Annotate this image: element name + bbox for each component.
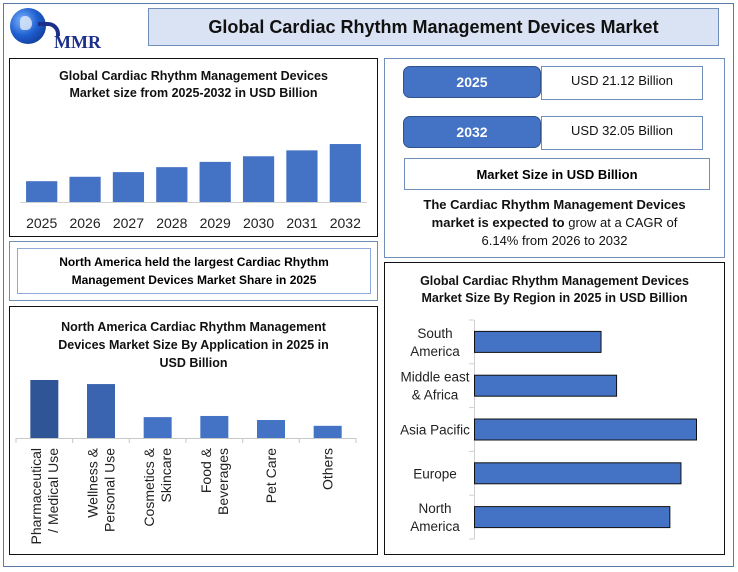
x-tick-label: 2030 <box>243 215 274 231</box>
application-chart-title: North America Cardiac Rhythm Management … <box>10 318 377 372</box>
cagr-statement: The Cardiac Rhythm Management Devices ma… <box>385 196 724 250</box>
infographic-frame <box>3 3 734 567</box>
x-tick-label-line: Pet Care <box>263 448 279 503</box>
x-tick-label-line: Food & <box>198 447 214 493</box>
y-tick-label: Asia Pacific <box>400 423 470 438</box>
continent-shape <box>20 16 32 30</box>
cagr-text: grow at a CAGR of 6.14% from 2026 to 203… <box>481 215 678 248</box>
x-tick-label: Pet Care <box>263 448 279 503</box>
y-tick-label: Europe <box>413 466 457 481</box>
bar-South America <box>474 330 602 353</box>
bar-2030 <box>242 156 275 202</box>
market-size-label: Market Size in USD Billion <box>404 158 710 190</box>
stats-panel: 2025 USD 21.12 Billion 2032 USD 32.05 Bi… <box>384 58 725 258</box>
title-line: Global Cardiac Rhythm Management Devices <box>59 69 328 83</box>
bar-North America <box>474 506 671 529</box>
cagr-bold-text: The Cardiac Rhythm Management Devices ma… <box>423 197 686 230</box>
x-tick-label: 2025 <box>26 215 57 231</box>
x-tick-label: Pharmaceutical / Medical Use <box>28 448 61 545</box>
x-tick-label-line: Skincare <box>158 448 174 503</box>
bar-Cosmetics & Skincare <box>143 417 172 438</box>
x-tick-label: Food & Beverages <box>198 447 231 515</box>
bar-Middle east & Africa <box>474 374 618 397</box>
title-line: USD Billion <box>159 356 228 370</box>
mmr-logo: MMR <box>8 6 118 52</box>
x-tick-label-line: Others <box>320 448 336 490</box>
annual-chart-panel: Global Cardiac Rhythm Management Devices… <box>9 58 378 237</box>
stat-row-2025: 2025 USD 21.12 Billion <box>403 66 703 100</box>
swoosh-icon <box>38 22 60 36</box>
y-tick-label: Middle east <box>400 370 469 385</box>
logo-text: MMR <box>54 32 101 52</box>
bar-2026 <box>69 176 101 202</box>
bar-2032 <box>329 144 361 202</box>
x-tick-label-line: / Medical Use <box>45 448 61 533</box>
title-line: Market Size By Region in 2025 in USD Bil… <box>421 291 688 305</box>
annual-bar-chart: 2025 2026 2027 2028 2029 2030 2031 2032 <box>20 144 367 231</box>
bar-2029 <box>199 161 231 202</box>
bar-2031 <box>286 150 318 202</box>
bar-Europe <box>474 462 682 485</box>
x-tick-label: Wellness & Personal Use <box>85 447 118 532</box>
y-tick-label: America <box>410 519 460 534</box>
x-tick-label: 2032 <box>330 215 361 231</box>
stat-value: USD 21.12 Billion <box>541 66 703 100</box>
x-tick-label-line: Wellness & <box>85 447 101 517</box>
annual-chart-title: Global Cardiac Rhythm Management Devices… <box>10 68 377 102</box>
bar-2028 <box>156 167 188 202</box>
stat-year: 2032 <box>403 116 541 148</box>
stat-row-2032: 2032 USD 32.05 Billion <box>403 116 703 150</box>
x-tick-label: 2028 <box>156 215 187 231</box>
title-line: Devices Market Size By Application in 20… <box>58 338 329 352</box>
application-chart-panel: North America Cardiac Rhythm Management … <box>9 306 378 555</box>
title-line: Global Cardiac Rhythm Management Devices <box>420 274 689 288</box>
region-chart-panel: Global Cardiac Rhythm Management Devices… <box>384 262 725 555</box>
bar-Others <box>313 425 342 438</box>
north-america-note: North America held the largest Cardiac R… <box>17 248 371 294</box>
x-tick-label-line: Pharmaceutical <box>28 448 44 545</box>
bar-Pharmaceutical / Medical Use <box>30 380 59 438</box>
region-chart-title: Global Cardiac Rhythm Management Devices… <box>385 273 724 307</box>
title-line: Market size from 2025-2032 in USD Billio… <box>69 86 318 100</box>
note-panel <box>9 241 378 301</box>
region-bar-chart: South America Middle east & Africa Asia Paci… <box>400 319 697 540</box>
bar-2025 <box>26 181 58 202</box>
application-bar-chart: Pharmaceutical / Medical Use Wellness & Per… <box>15 380 357 545</box>
bar-Food & Beverages <box>200 415 229 438</box>
stat-year: 2025 <box>403 66 541 98</box>
x-tick-label: 2031 <box>286 215 317 231</box>
bar-Wellness & Personal Use <box>87 384 115 438</box>
title-line: North America Cardiac Rhythm Management <box>61 320 326 334</box>
y-tick-label: & Africa <box>412 388 459 403</box>
y-tick-label: America <box>410 344 460 359</box>
bar-2027 <box>112 172 145 202</box>
y-tick-label: South <box>417 326 452 341</box>
x-tick-label-line: Personal Use <box>102 448 118 532</box>
bar-Asia Pacific <box>474 418 697 441</box>
x-tick-label: Cosmetics & Skincare <box>141 447 174 526</box>
y-tick-label: North <box>418 501 451 516</box>
page-title: Global Cardiac Rhythm Management Devices… <box>148 8 719 46</box>
stat-value: USD 32.05 Billion <box>541 116 703 150</box>
bar-Pet Care <box>257 420 285 438</box>
x-tick-label-line: Beverages <box>215 448 231 515</box>
x-tick-label: Others <box>320 448 336 490</box>
x-tick-label-line: Cosmetics & <box>141 447 157 526</box>
x-tick-label: 2027 <box>113 215 144 231</box>
x-tick-label: 2026 <box>69 215 100 231</box>
x-tick-label: 2029 <box>200 215 231 231</box>
